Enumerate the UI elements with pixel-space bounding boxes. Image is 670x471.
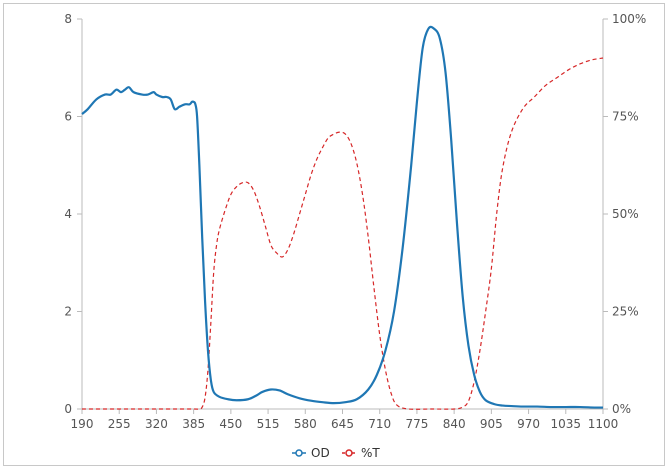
legend-label: %T	[361, 446, 380, 460]
y-right-tick-label: 0%	[612, 402, 631, 416]
x-tick-label: 190	[71, 417, 94, 431]
x-tick-label: 385	[182, 417, 205, 431]
legend-item-transmission[interactable]: %T	[342, 446, 380, 460]
legend-item-od[interactable]: OD	[292, 446, 330, 460]
y-left-tick-label: 8	[64, 12, 72, 26]
x-tick-label: 515	[257, 417, 280, 431]
legend-marker	[295, 449, 303, 457]
x-tick-label: 1100	[588, 417, 619, 431]
series-line-transmission[interactable]	[82, 57, 604, 410]
y-left-tick-label: 6	[64, 110, 72, 124]
x-tick-label: 775	[405, 417, 428, 431]
x-tick-label: 970	[517, 417, 540, 431]
x-tick-label: 1035	[551, 417, 582, 431]
x-tick-label: 320	[145, 417, 168, 431]
x-tick-label: 710	[368, 417, 391, 431]
series-line-od[interactable]	[81, 25, 604, 409]
y-right-tick-label: 25%	[612, 305, 639, 319]
axes	[81, 19, 604, 410]
y-right-tick-label: 50%	[612, 207, 639, 221]
x-tick-label: 645	[331, 417, 354, 431]
x-tick-label: 450	[219, 417, 242, 431]
legend-marker	[345, 449, 353, 457]
legend[interactable]: OD %T	[292, 446, 380, 460]
x-tick-label: 905	[480, 417, 503, 431]
plot-area	[81, 25, 604, 410]
x-axis-ticks: 190 255 320 385 450 515 580 645 710 775 840 905 970 1…	[71, 409, 619, 431]
y-left-tick-label: 0	[64, 402, 72, 416]
y-left-tick-label: 2	[64, 305, 72, 319]
y-right-tick-label: 100%	[612, 12, 646, 26]
y-right-axis-ticks: 0% 25% 50% 75% 100%	[603, 12, 646, 416]
chart-frame	[3, 3, 665, 466]
x-tick-label: 255	[108, 417, 131, 431]
x-tick-label: 840	[443, 417, 466, 431]
y-left-axis-ticks: 0 2 4 6 8	[64, 12, 82, 416]
legend-label: OD	[311, 446, 330, 460]
y-right-tick-label: 75%	[612, 110, 639, 124]
y-left-tick-label: 4	[64, 207, 72, 221]
x-tick-label: 580	[294, 417, 317, 431]
